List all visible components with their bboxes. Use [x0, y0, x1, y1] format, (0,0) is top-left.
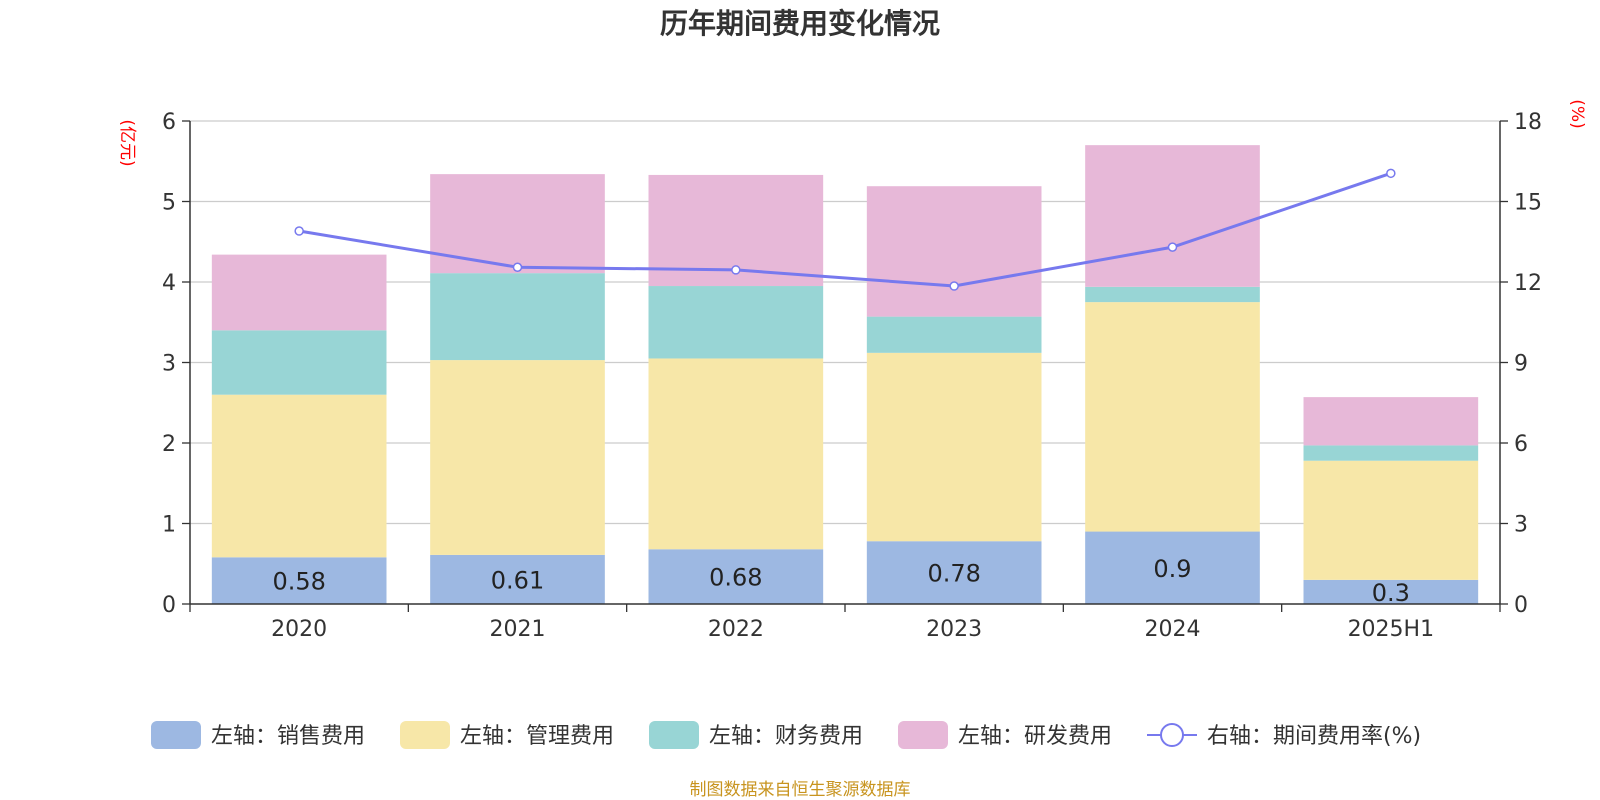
legend-label-sales: 左轴：销售费用 — [211, 724, 365, 749]
left-axis-tick-label: 0 — [162, 593, 176, 618]
bar-finance — [1085, 286, 1260, 303]
rate-point — [294, 226, 304, 236]
data-labels: 0.58 0.61 0.68 0.78 0.9 0.3 — [272, 555, 1409, 607]
bar-admin — [430, 360, 605, 555]
data-label-sales: 0.78 — [927, 560, 980, 588]
right-axis-tick-label: 3 — [1514, 513, 1528, 538]
x-axis-tick-label: 2025H1 — [1348, 617, 1435, 642]
right-axis-tick-label: 12 — [1514, 271, 1542, 296]
rate-point — [731, 265, 741, 275]
right-axis-unit: (%) — [1567, 99, 1587, 128]
data-label-sales: 0.58 — [272, 568, 325, 596]
left-axis-tick-label: 1 — [162, 513, 176, 538]
x-axis-tick-label: 2021 — [490, 617, 546, 642]
legend-label-rate: 右轴：期间费用率(%) — [1207, 724, 1421, 749]
rate-line-series — [294, 168, 1396, 291]
legend-swatch-sales — [151, 721, 201, 749]
bar-admin — [1303, 460, 1479, 580]
left-axis-unit: (亿元) — [117, 119, 137, 166]
data-label-sales: 0.68 — [709, 564, 762, 592]
right-axis-tick-label: 0 — [1514, 593, 1528, 618]
data-label-sales: 0.9 — [1153, 555, 1191, 583]
rate-point — [512, 262, 523, 272]
legend-label-finance: 左轴：财务费用 — [709, 724, 863, 749]
bar-rd — [211, 254, 387, 331]
data-label-sales: 0.3 — [1372, 579, 1410, 607]
legend-marker-swatch — [1160, 723, 1184, 747]
left-axis-tick-label: 6 — [162, 110, 176, 135]
right-axis-tick-label: 15 — [1514, 191, 1542, 216]
right-axis-tick-label: 6 — [1514, 432, 1528, 457]
rate-point — [949, 281, 959, 291]
legend-label-rd: 左轴：研发费用 — [958, 724, 1112, 749]
legend-swatch-finance — [649, 721, 699, 749]
right-axis-tick-label: 9 — [1514, 352, 1528, 377]
rate-point — [1167, 242, 1178, 252]
legend: 左轴：销售费用 左轴：管理费用 左轴：财务费用 左轴：研发费用 右轴：期间费用率(%) — [151, 721, 1421, 749]
bar-admin — [866, 352, 1042, 542]
left-axis-tick-label: 2 — [162, 432, 176, 457]
bar-series — [211, 145, 1479, 604]
bar-sales — [211, 557, 387, 604]
bar-rd — [1085, 145, 1260, 287]
right-axis-tick-label: 18 — [1514, 110, 1542, 135]
data-label-sales: 0.61 — [491, 566, 544, 594]
left-axis-tick-label: 4 — [162, 271, 176, 296]
x-axis-tick-label: 2023 — [926, 617, 982, 642]
rate-point — [1386, 168, 1396, 179]
legend-label-admin: 左轴：管理费用 — [460, 724, 614, 749]
bar-finance — [211, 330, 387, 395]
left-axis-tick-label: 5 — [162, 191, 176, 216]
x-axis-tick-label: 2022 — [708, 617, 764, 642]
bar-rd — [1303, 397, 1479, 446]
bar-finance — [866, 316, 1042, 353]
bar-admin — [1085, 302, 1260, 532]
bar-admin — [211, 394, 387, 558]
rate-line — [298, 171, 1392, 288]
bar-rd — [866, 186, 1042, 317]
x-axis-tick-label: 2020 — [271, 617, 327, 642]
bar-sales — [1085, 531, 1260, 604]
bar-admin — [648, 358, 824, 550]
x-axis-tick-label: 2024 — [1145, 617, 1201, 642]
bar-sales — [430, 554, 605, 604]
source-note: 制图数据来自恒生聚源数据库 — [690, 780, 911, 800]
bar-sales — [648, 549, 824, 604]
legend-swatch-rd — [898, 721, 948, 749]
bar-finance — [648, 286, 824, 359]
bar-finance — [430, 273, 605, 361]
bar-finance — [1303, 445, 1479, 461]
bar-sales — [1303, 579, 1479, 604]
bar-sales — [866, 541, 1042, 604]
chart-title: 历年期间费用变化情况 — [660, 7, 940, 40]
left-axis-tick-label: 3 — [162, 352, 176, 377]
grid-lines — [190, 120, 1500, 525]
legend-swatch-admin — [400, 721, 450, 749]
